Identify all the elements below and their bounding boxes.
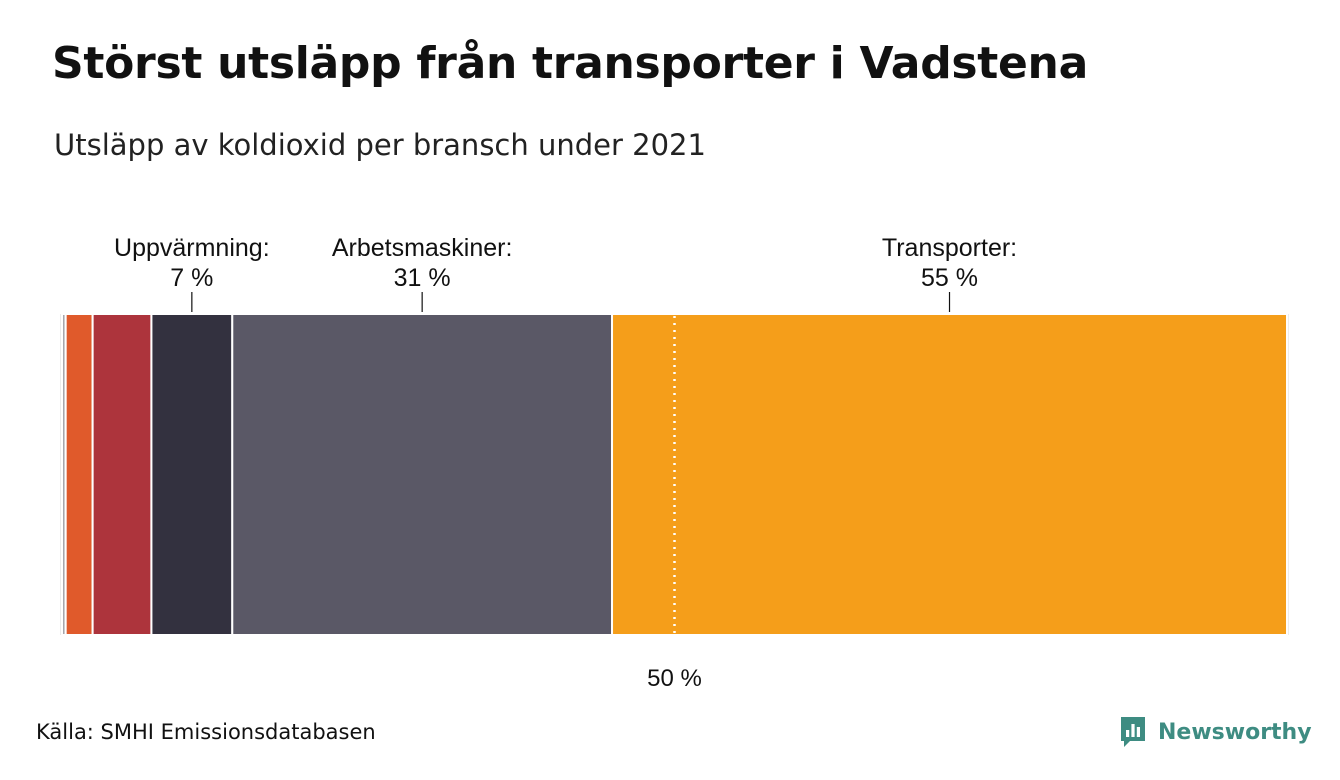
reference-line-label: 50 % (647, 665, 702, 692)
bar-segment-1 (64, 313, 94, 636)
brand-name: Newsworthy (1158, 719, 1312, 745)
brand-logo: Newsworthy (1118, 712, 1312, 752)
segment-label-5: Transporter: (882, 234, 1017, 262)
newsworthy-logo-icon (1121, 717, 1145, 747)
segment-label-4: Arbetsmaskiner: (332, 234, 513, 262)
chart-title: Störst utsläpp från transporter i Vadste… (52, 38, 1088, 89)
segment-value-label-4: 31 % (394, 264, 451, 292)
source-note: Källa: SMHI Emissionsdatabasen (36, 720, 376, 744)
bar-segment-5 (611, 313, 1288, 636)
bar-segment-3 (150, 313, 234, 636)
bar-segment-4 (231, 313, 614, 636)
segment-label-3: Uppvärmning: (114, 234, 270, 262)
bar-segment-2 (91, 313, 153, 636)
segment-value-label-5: 55 % (921, 264, 978, 292)
segment-value-label-3: 7 % (170, 264, 213, 292)
chart-subtitle: Utsläpp av koldioxid per bransch under 2… (54, 128, 706, 162)
